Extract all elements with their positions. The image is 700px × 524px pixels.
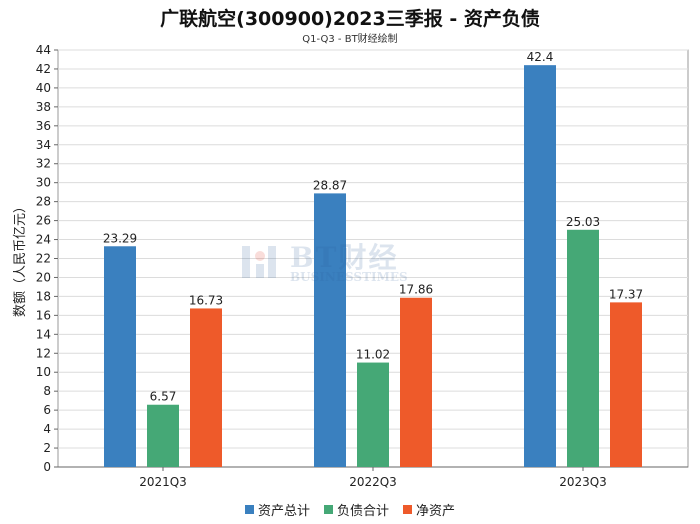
y-tick-label: 6 [43, 403, 51, 417]
data-label: 11.02 [356, 348, 390, 362]
y-tick-label: 20 [36, 270, 51, 284]
bar-0-1 [147, 404, 179, 467]
y-tick-label: 42 [36, 62, 51, 76]
bar-2-2 [610, 302, 642, 467]
legend-swatch [323, 505, 333, 514]
y-tick-label: 4 [43, 422, 51, 436]
legend-label: 负债合计 [336, 504, 389, 519]
y-tick-label: 2 [43, 441, 51, 455]
data-label: 16.73 [189, 293, 223, 307]
chart-title: 广联航空(300900)2023三季报 - 资产负债 [160, 8, 540, 30]
bar-2-0 [524, 65, 556, 467]
y-tick-label: 28 [36, 195, 51, 209]
bar-0-2 [190, 308, 222, 467]
y-tick-label: 24 [36, 233, 51, 247]
legend-label: 资产总计 [257, 504, 310, 519]
bar-1-1 [357, 362, 389, 467]
bar-2-1 [567, 229, 599, 467]
data-label: 17.37 [609, 287, 643, 301]
y-tick-label: 12 [36, 346, 51, 360]
y-tick-label: 38 [36, 100, 51, 114]
y-tick-label: 10 [36, 365, 51, 379]
legend-item[interactable]: 净资产 [403, 500, 455, 519]
bar-1-0 [314, 193, 346, 467]
y-tick-label: 30 [36, 176, 51, 190]
y-tick-label: 44 [36, 43, 51, 57]
y-tick-label: 14 [36, 327, 51, 341]
data-label: 28.87 [313, 178, 347, 192]
y-tick-label: 8 [43, 384, 51, 398]
y-tick-label: 36 [36, 119, 51, 133]
y-tick-label: 26 [36, 214, 51, 228]
data-label: 23.29 [103, 231, 137, 245]
legend-item[interactable]: 负债合计 [323, 500, 389, 519]
data-label: 42.4 [527, 50, 554, 64]
x-tick-label: 2022Q3 [349, 475, 397, 489]
bar-1-2 [400, 297, 432, 467]
x-tick-label: 2023Q3 [559, 475, 607, 489]
data-label: 17.86 [399, 283, 433, 297]
y-tick-label: 0 [43, 460, 51, 474]
y-axis-label: 数额（人民币亿元） [13, 200, 28, 317]
legend-swatch [403, 505, 412, 514]
y-tick-label: 22 [36, 252, 51, 266]
legend-label: 净资产 [416, 504, 456, 519]
data-label: 6.57 [150, 390, 177, 404]
bar-0-0 [104, 246, 136, 467]
data-label: 25.03 [566, 215, 600, 229]
y-tick-label: 16 [36, 308, 51, 322]
x-tick-label: 2021Q3 [139, 475, 187, 489]
chart-legend: 资产总计 负债合计 净资产 [0, 500, 700, 519]
legend-item[interactable]: 资产总计 [244, 500, 310, 519]
chart-subtitle: Q1-Q3 - BT财经绘制 [302, 34, 398, 45]
legend-swatch [244, 505, 254, 514]
y-tick-label: 40 [36, 81, 51, 95]
y-tick-label: 34 [36, 138, 51, 152]
y-tick-label: 32 [36, 157, 51, 171]
y-tick-label: 18 [36, 289, 51, 303]
